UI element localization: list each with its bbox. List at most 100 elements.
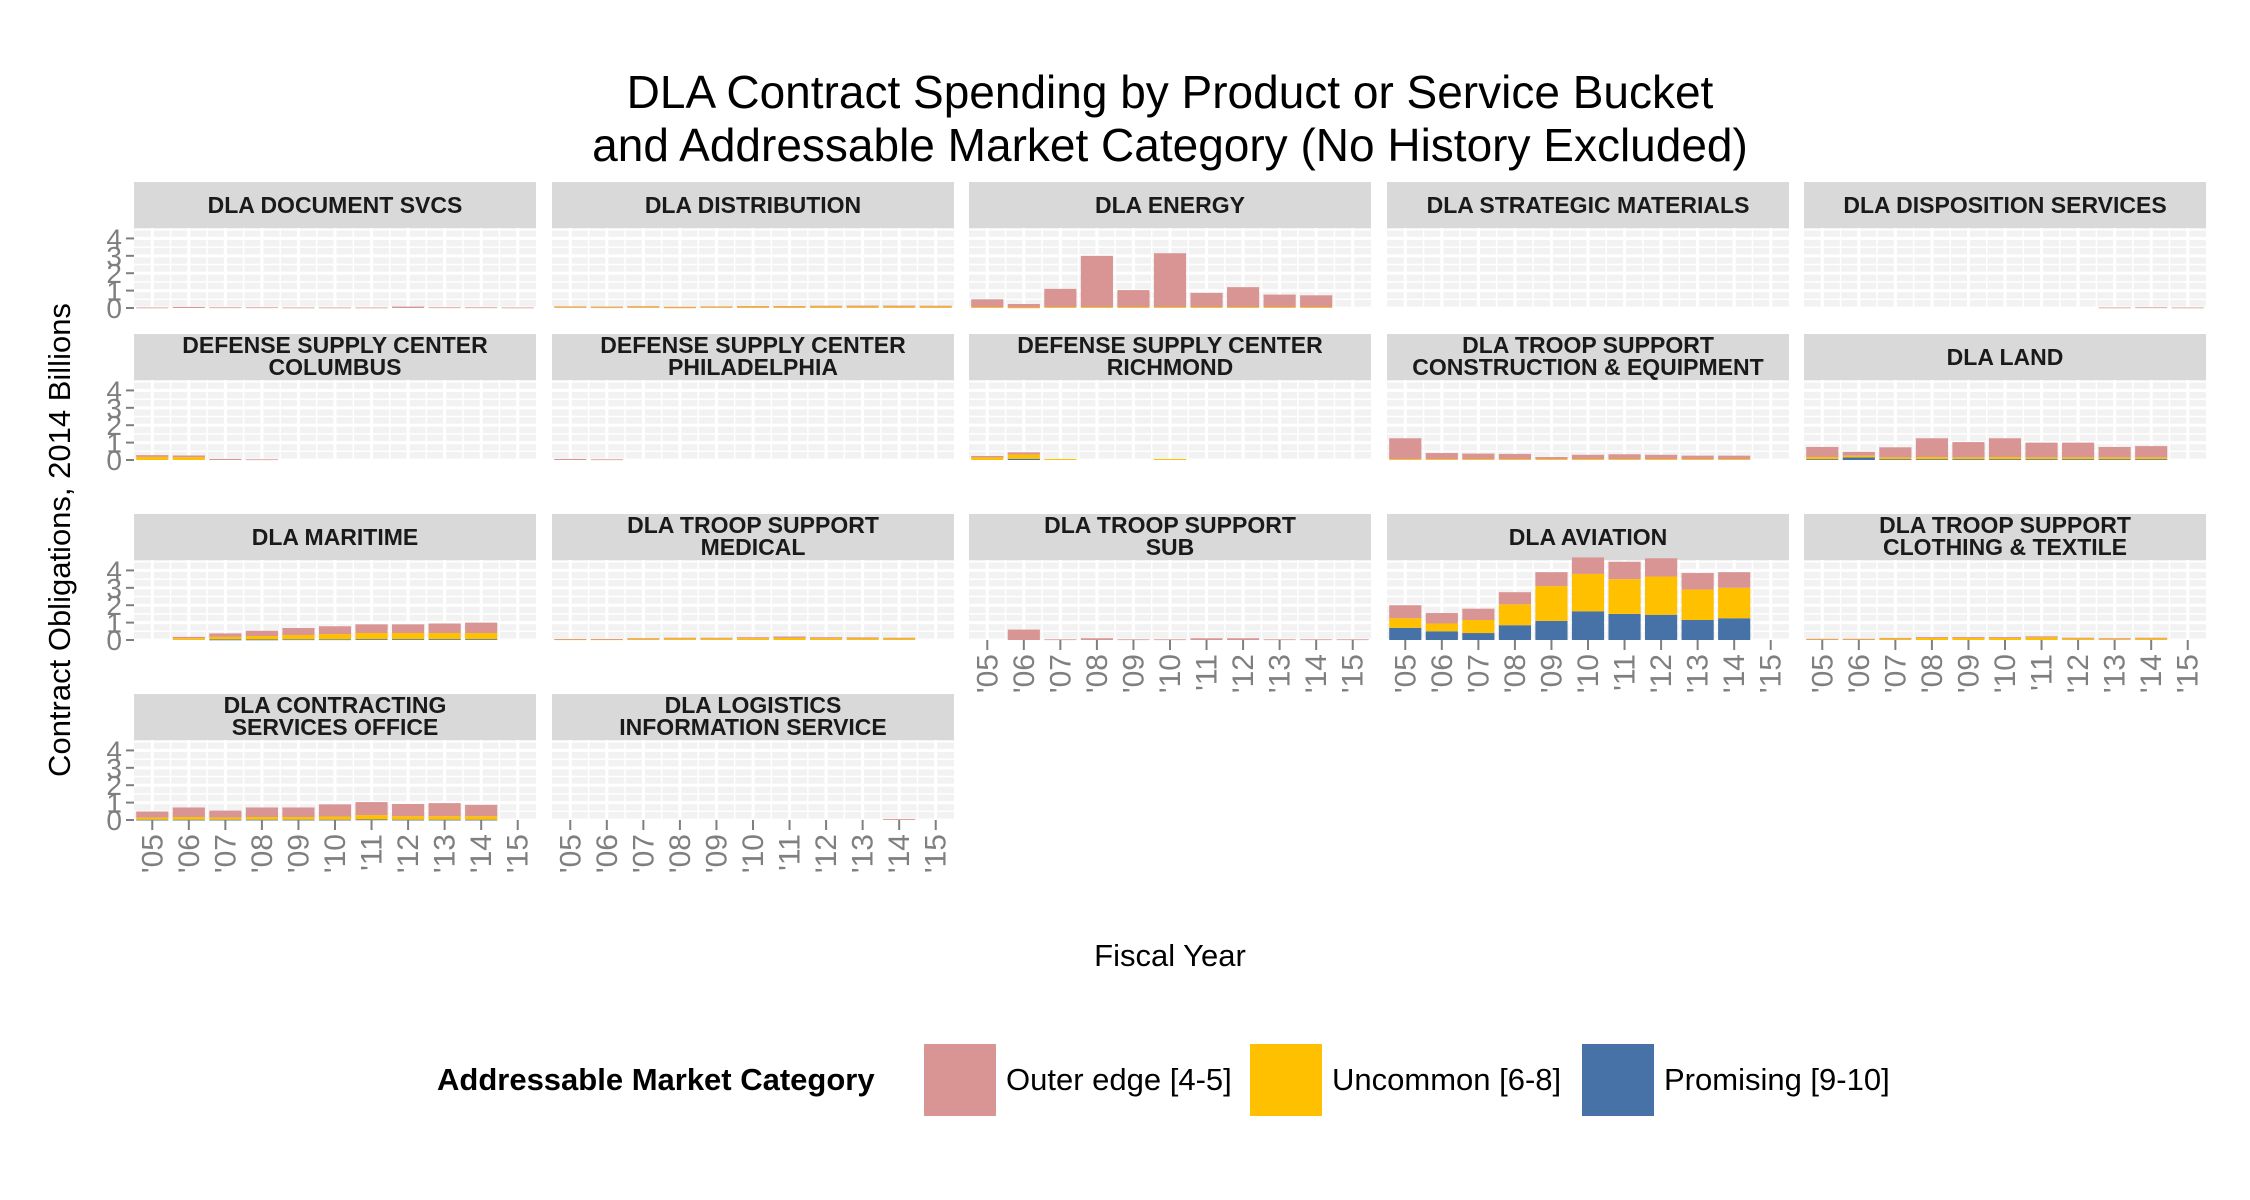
- bar-segment-outer: [282, 628, 315, 635]
- facet-strip: [1387, 334, 1789, 380]
- y-tick-label: 1: [106, 428, 122, 459]
- bar-segment-uncommon: [1300, 307, 1333, 308]
- facet-strip-label: DLA DISTRIBUTION: [645, 192, 861, 218]
- bar-segment-outer: [136, 455, 169, 457]
- bar-segment-promising: [1608, 613, 1641, 640]
- bar-segment-outer: [554, 306, 587, 308]
- facet-strip-label: DLA MARITIME: [252, 524, 419, 550]
- x-tick-label: '10: [1572, 654, 1605, 693]
- bar-segment-uncommon: [2062, 638, 2095, 640]
- bar-segment-uncommon: [1645, 459, 1678, 460]
- bar-segment-uncommon: [2062, 457, 2095, 460]
- bar-segment-outer: [1300, 639, 1333, 641]
- bar-segment-uncommon: [700, 307, 733, 308]
- bar-segment-uncommon: [2025, 457, 2058, 460]
- bar-segment-outer: [2135, 637, 2168, 639]
- bar-segment-uncommon: [355, 815, 388, 820]
- facet-strip-label-line: DLA DISTRIBUTION: [645, 192, 861, 218]
- bar-segment-outer: [1718, 572, 1751, 588]
- bar-segment-outer: [663, 306, 696, 308]
- bar-segment-outer: [1117, 290, 1150, 308]
- bar-segment-uncommon: [2098, 457, 2131, 460]
- bar-segment-outer: [627, 306, 660, 308]
- facet-strip-label-line: DLA TROOP SUPPORT: [1044, 512, 1296, 538]
- facet-strip: [552, 514, 954, 560]
- facet-panel: DLA DISTRIBUTION: [552, 182, 954, 310]
- bar-segment-outer: [2062, 442, 2095, 458]
- bar-segment-uncommon: [1681, 589, 1714, 620]
- bar-segment-promising: [209, 639, 242, 641]
- y-tick-label: 1: [106, 276, 122, 307]
- bar-segment-outer: [1988, 637, 2022, 638]
- x-tick-label: '15: [1337, 654, 1370, 693]
- facet-strip-label-line: CLOTHING & TEXTILE: [1883, 534, 2127, 560]
- facet-panel: DLA STRATEGIC MATERIALS: [1387, 182, 1789, 310]
- x-tick-label: '12: [810, 834, 843, 873]
- bar-segment-uncommon: [318, 816, 352, 820]
- legend-swatch: [924, 1044, 996, 1116]
- bar-segment-uncommon: [883, 638, 916, 640]
- bar-segment-outer: [209, 810, 242, 818]
- x-tick-label: '12: [392, 834, 425, 873]
- bar-segment-outer: [971, 299, 1004, 308]
- legend-item-label: Uncommon [6-8]: [1332, 1062, 1561, 1097]
- facet-strip-label-line: DLA STRATEGIC MATERIALS: [1427, 192, 1750, 218]
- bar-segment-outer: [1645, 454, 1678, 460]
- facet-strip: [1804, 182, 2206, 228]
- bar-segment-promising: [1915, 459, 1948, 460]
- bar-segment-outer: [663, 637, 696, 639]
- bar-segment-promising: [1389, 627, 1422, 640]
- bar-segment-outer: [355, 307, 388, 309]
- bar-segment-outer: [318, 307, 352, 309]
- bar-segment-uncommon: [1263, 307, 1296, 308]
- bar-segment-outer: [1007, 304, 1040, 308]
- bar-segment-outer: [1535, 457, 1568, 460]
- bar-segment-uncommon: [392, 816, 425, 820]
- bar-segment-uncommon: [1915, 637, 1948, 640]
- facet-strip: [134, 334, 536, 380]
- bar-segment-outer: [209, 307, 242, 309]
- bar-segment-outer: [465, 804, 498, 817]
- bar-segment-outer: [2025, 442, 2058, 458]
- bar-segment-outer: [392, 624, 425, 634]
- bar-segment-outer: [172, 807, 205, 818]
- facet-panel: DLA AVIATION'05'06'07'08'09'10'11'12'13 '…: [1387, 514, 1789, 693]
- bar-segment-promising: [392, 639, 425, 640]
- facet-panel: DEFENSE SUPPLY CENTER PHILADELPHIA: [552, 332, 954, 462]
- facet-strip: [552, 182, 954, 228]
- bar-segment-outer: [1571, 454, 1605, 460]
- bar-segment-promising: [1681, 620, 1714, 640]
- bar-segment-outer: [1608, 561, 1641, 580]
- x-tick-label: '12: [1227, 654, 1260, 693]
- bar-segment-outer: [355, 802, 388, 816]
- x-tick-label: '06: [1008, 654, 1041, 693]
- y-tick-label: 4: [106, 223, 122, 254]
- bar-segment-uncommon: [1952, 637, 1985, 640]
- x-tick-label: '05: [1389, 654, 1422, 693]
- bar-segment-outer: [590, 306, 623, 308]
- bar-segment-uncommon: [172, 817, 205, 820]
- facet-panel: DLA DISPOSITION SERVICES: [1804, 182, 2206, 310]
- bar-segment-uncommon: [1498, 459, 1531, 460]
- facet-strip-label-line: CONSTRUCTION & EQUIPMENT: [1412, 354, 1763, 380]
- bar-segment-outer: [428, 623, 461, 634]
- bar-segment-outer: [846, 305, 879, 307]
- bar-segment-outer: [1300, 295, 1333, 308]
- bar-segment-uncommon: [1608, 579, 1641, 614]
- facet-strip-label-line: MEDICAL: [701, 534, 806, 560]
- x-tick-label: '12: [2062, 654, 2095, 693]
- bar-segment-outer: [1080, 255, 1113, 308]
- bar-segment-outer: [1952, 637, 1985, 638]
- bar-segment-outer: [2171, 307, 2204, 309]
- facet-strip-label-line: DLA LAND: [1947, 344, 2064, 370]
- bar-segment-promising: [355, 639, 388, 640]
- bar-segment-uncommon: [1718, 459, 1751, 460]
- x-tick-label: '07: [1879, 654, 1912, 693]
- chart-title-line: DLA Contract Spending by Product or Serv…: [627, 66, 1714, 118]
- bar-segment-promising: [2062, 459, 2095, 460]
- bar-segment-outer: [209, 633, 242, 637]
- bar-segment-outer: [1915, 637, 1948, 638]
- bar-segment-promising: [1842, 457, 1875, 460]
- bar-segment-uncommon: [1389, 618, 1422, 628]
